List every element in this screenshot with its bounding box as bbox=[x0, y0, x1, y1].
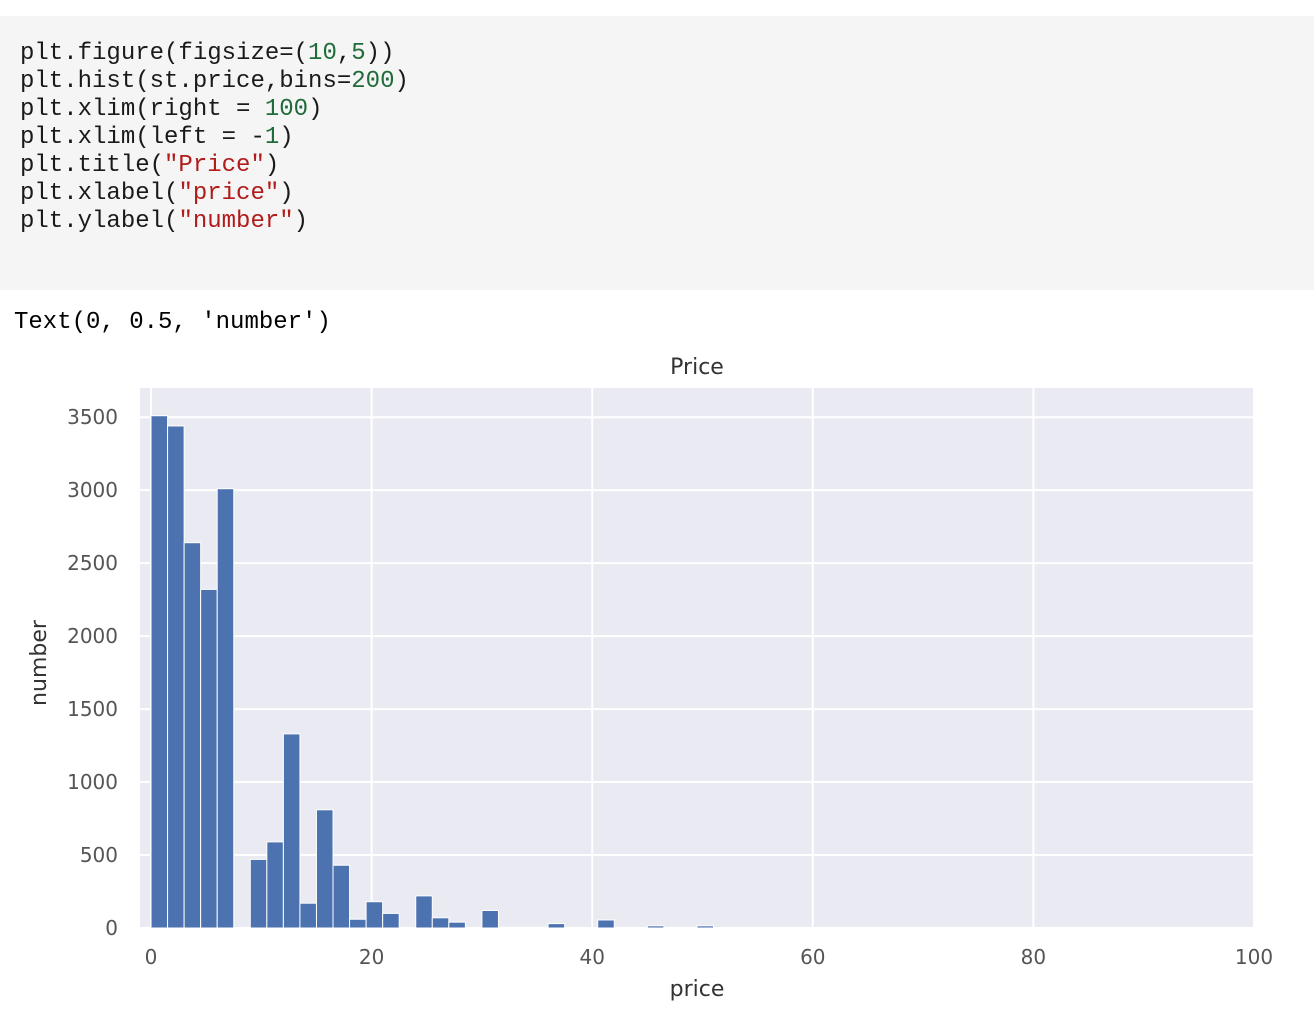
code-token: ) bbox=[279, 124, 294, 151]
histogram-bar bbox=[431, 917, 450, 929]
histogram-bar bbox=[282, 733, 301, 929]
histogram-bar bbox=[315, 809, 334, 929]
histogram-bar bbox=[481, 909, 499, 929]
code-token: "number" bbox=[178, 208, 294, 235]
plot-area bbox=[140, 388, 1254, 928]
code-token: 200 bbox=[351, 68, 395, 95]
y-axis-label: number bbox=[27, 619, 52, 706]
code-token: "price" bbox=[178, 180, 280, 207]
y-tick-label: 500 bbox=[80, 843, 118, 867]
code-token: plt.xlabel( bbox=[20, 180, 179, 207]
code-token: ) bbox=[394, 68, 409, 95]
y-tick-label: 2000 bbox=[67, 624, 118, 648]
code-token: 5 bbox=[351, 40, 366, 67]
x-tick-label: 20 bbox=[359, 945, 384, 969]
histogram-bar bbox=[349, 918, 367, 929]
x-tick-label: 80 bbox=[1021, 945, 1046, 969]
histogram-bar bbox=[382, 912, 400, 929]
code-token: plt.ylabel( bbox=[20, 208, 179, 235]
y-tick-label: 3000 bbox=[67, 478, 118, 502]
code-line: plt.xlim(left = -1) bbox=[20, 124, 409, 152]
code-token: , bbox=[336, 40, 352, 67]
x-tick-label: 60 bbox=[800, 945, 825, 969]
code-line: plt.xlim(right = 100) bbox=[20, 96, 409, 124]
code-line: plt.figure(figsize=(10,5)) bbox=[20, 40, 409, 68]
histogram-bar bbox=[531, 926, 549, 929]
histogram-bar bbox=[150, 415, 169, 929]
histogram-bar bbox=[365, 901, 384, 929]
code-editor[interactable]: plt.figure(figsize=(10,5)) plt.hist(st.pr… bbox=[20, 40, 409, 236]
code-token: plt.xlim(right = bbox=[20, 96, 265, 123]
code-token: plt.xlim(left = - bbox=[20, 124, 265, 151]
y-tick-label: 0 bbox=[105, 916, 118, 940]
code-line: plt.xlabel("price") bbox=[20, 180, 409, 208]
code-line: plt.title("Price") bbox=[20, 152, 409, 180]
code-token: ) bbox=[279, 180, 294, 207]
cell-output-text: Text(0, 0.5, 'number') bbox=[14, 309, 331, 336]
histogram-bar bbox=[167, 425, 185, 929]
code-token: ) bbox=[308, 96, 323, 123]
histogram-bar bbox=[200, 588, 218, 929]
code-token: )) bbox=[365, 40, 395, 67]
x-tick-label: 0 bbox=[145, 945, 158, 969]
histogram-bar bbox=[696, 925, 715, 929]
x-axis-label: price bbox=[670, 977, 725, 1002]
code-token: 10 bbox=[308, 40, 337, 67]
code-cell[interactable]: plt.figure(figsize=(10,5)) plt.hist(st.pr… bbox=[0, 16, 1314, 290]
histogram-bar bbox=[514, 926, 533, 929]
y-tick-label: 1500 bbox=[67, 697, 118, 721]
histogram-bar bbox=[547, 923, 566, 929]
histogram-bar bbox=[299, 902, 317, 929]
code-token: ) bbox=[264, 152, 280, 179]
code-line: plt.hist(st.price,bins=200) bbox=[20, 68, 409, 96]
histogram-bar bbox=[266, 841, 284, 929]
x-tick-label: 100 bbox=[1235, 945, 1273, 969]
histogram-bar bbox=[448, 921, 466, 929]
code-token: "Price" bbox=[164, 152, 265, 179]
code-token: plt.hist(st.price,bins= bbox=[20, 68, 352, 95]
histogram-bar bbox=[497, 926, 516, 929]
histogram-bar bbox=[332, 864, 351, 929]
histogram-bar bbox=[216, 488, 235, 929]
code-token: 100 bbox=[264, 96, 309, 123]
y-tick-label: 1000 bbox=[67, 770, 118, 794]
x-tick-label: 40 bbox=[579, 945, 604, 969]
histogram-bar bbox=[183, 542, 202, 929]
code-line: plt.ylabel("number") bbox=[20, 208, 409, 236]
y-tick-label: 3500 bbox=[67, 405, 118, 429]
chart-title: Price bbox=[670, 355, 724, 380]
histogram-bar bbox=[249, 858, 268, 929]
code-token: plt.title( bbox=[20, 152, 165, 179]
code-token: ) bbox=[293, 208, 309, 235]
histogram-bar bbox=[646, 925, 665, 929]
code-token: plt.figure(figsize=( bbox=[20, 40, 309, 67]
histogram-bar bbox=[415, 895, 433, 929]
code-token: 1 bbox=[264, 124, 280, 151]
histogram-bar bbox=[597, 919, 615, 929]
y-tick-label: 2500 bbox=[67, 551, 118, 575]
